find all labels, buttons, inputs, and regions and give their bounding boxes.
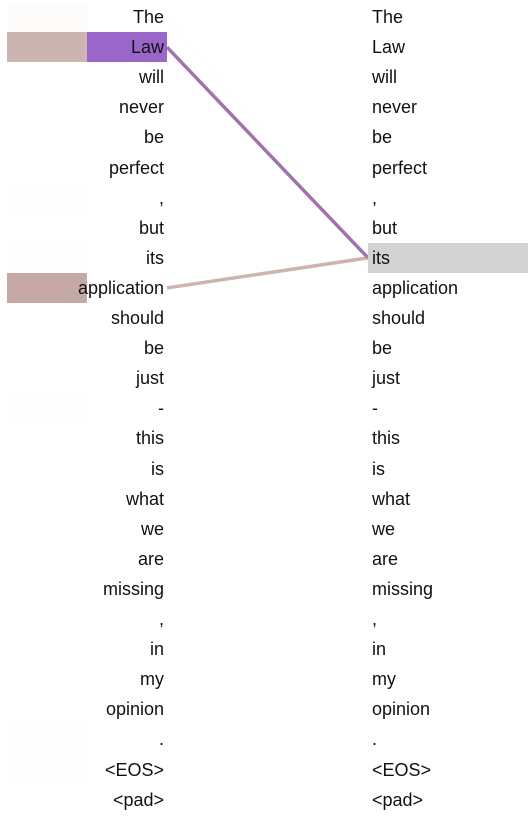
target-token[interactable]: missing <box>372 578 434 599</box>
target-token[interactable]: perfect <box>372 157 428 178</box>
target-token[interactable]: - <box>372 398 378 419</box>
attention-line <box>167 17 368 258</box>
head-2-attention-cell <box>87 32 167 63</box>
target-token[interactable]: The <box>372 7 404 27</box>
source-token[interactable]: my <box>140 669 164 690</box>
target-token[interactable]: my <box>372 669 396 690</box>
source-token[interactable]: we <box>140 518 164 539</box>
head-1-attention-cell <box>7 32 87 63</box>
target-token[interactable]: will <box>372 67 397 88</box>
source-token[interactable]: , <box>158 187 164 208</box>
target-token[interactable]: this <box>372 428 401 449</box>
target-token[interactable]: what <box>372 488 411 509</box>
source-token[interactable]: , <box>158 609 164 629</box>
target-token[interactable]: just <box>372 368 401 389</box>
target-token[interactable]: never <box>372 97 418 118</box>
target-token[interactable]: is <box>372 458 385 479</box>
source-token[interactable]: . <box>158 729 164 750</box>
target-token[interactable]: are <box>372 548 399 569</box>
target-token[interactable]: . <box>372 729 378 750</box>
source-token[interactable]: are <box>137 548 164 569</box>
source-token[interactable]: be <box>143 127 164 148</box>
target-token[interactable]: should <box>372 308 426 328</box>
target-token[interactable]: we <box>372 518 396 539</box>
target-token[interactable]: in <box>372 639 387 660</box>
source-token[interactable]: missing <box>102 578 164 599</box>
source-token[interactable]: what <box>125 488 164 509</box>
source-token[interactable]: just <box>135 368 164 389</box>
source-token[interactable]: is <box>151 458 164 479</box>
target-token[interactable]: opinion <box>372 699 431 720</box>
target-token[interactable]: , <box>372 187 378 208</box>
target-token[interactable]: be <box>372 338 393 359</box>
selected-target-token[interactable]: its <box>368 242 528 273</box>
source-token[interactable]: Law <box>130 37 164 58</box>
source-token[interactable]: in <box>149 639 164 660</box>
target-token[interactable]: Law <box>372 37 406 58</box>
target-token[interactable]: <pad> <box>372 789 424 810</box>
source-token[interactable]: but <box>138 217 164 238</box>
source-token[interactable]: <EOS> <box>104 759 164 780</box>
source-token[interactable]: <pad> <box>112 789 164 810</box>
attention-line <box>165 45 370 260</box>
source-token[interactable]: The <box>132 7 164 27</box>
source-token[interactable]: be <box>143 338 164 359</box>
target-token[interactable]: , <box>372 609 378 629</box>
head-1-attention-cell <box>7 272 87 303</box>
source-token[interactable]: perfect <box>108 157 164 178</box>
target-token[interactable]: <EOS> <box>372 759 432 780</box>
source-token[interactable]: its <box>146 247 164 268</box>
attention-line <box>166 256 369 290</box>
source-token[interactable]: should <box>110 308 164 328</box>
source-token[interactable]: never <box>118 97 164 118</box>
source-token[interactable]: - <box>158 398 164 419</box>
target-token[interactable]: application <box>372 277 459 298</box>
target-token[interactable]: but <box>372 217 398 238</box>
source-token[interactable]: opinion <box>105 699 164 720</box>
target-token[interactable]: be <box>372 127 393 148</box>
source-token[interactable]: this <box>135 428 164 449</box>
source-token[interactable]: will <box>139 67 164 88</box>
source-token[interactable]: application <box>77 277 164 298</box>
